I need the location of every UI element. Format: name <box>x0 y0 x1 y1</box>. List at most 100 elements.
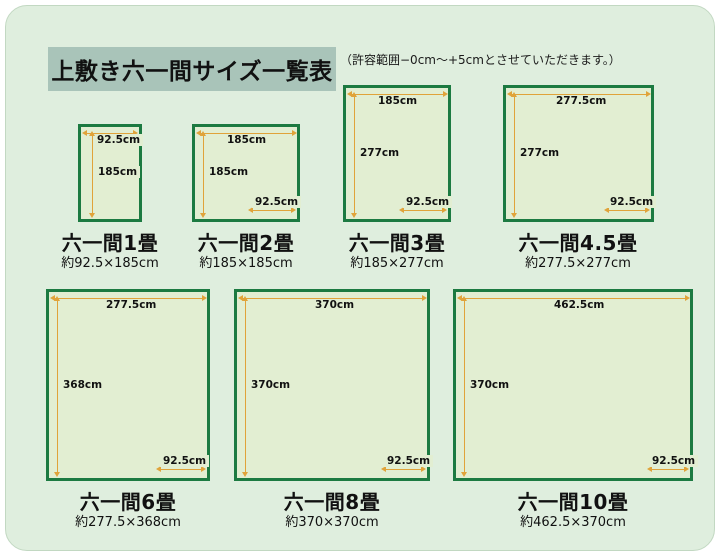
height-arrow-up-jo2 <box>200 131 206 136</box>
height-dimension-line-jo6 <box>57 300 58 474</box>
width-arrow-left-jo45 <box>507 91 512 97</box>
width-arrow-left-jo2 <box>196 130 201 136</box>
panel-label-jo8: 92.5cm <box>384 455 434 467</box>
caption-size-jo10: 約462.5×370cm <box>520 515 626 530</box>
height-label-jo8: 370cm <box>248 379 294 391</box>
caption-size-jo45: 約277.5×277cm <box>525 256 631 271</box>
tolerance-note: （許容範囲−0cm〜+5cmとさせていただきます。） <box>340 53 621 67</box>
width-arrow-right-jo3 <box>443 91 448 97</box>
height-arrow-up-jo10 <box>461 296 467 301</box>
height-label-jo1: 185cm <box>95 166 141 178</box>
width-dimension-line-jo3 <box>349 94 446 95</box>
panel-arrow-left-jo45 <box>604 207 609 213</box>
caption-name-jo45: 六一間4.5畳 <box>518 231 638 255</box>
page-title: 上敷き六一間サイズ一覧表 <box>51 59 333 85</box>
width-dimension-line-jo8 <box>240 298 425 299</box>
width-arrow-right-jo8 <box>422 295 427 301</box>
height-label-jo3: 277cm <box>357 147 403 159</box>
panel-arrow-right-jo45 <box>645 207 650 213</box>
caption-name-jo1: 六一間1畳 <box>61 231 159 255</box>
caption-size-jo2: 約185×185cm <box>199 256 293 271</box>
panel-label-jo3: 92.5cm <box>403 196 453 208</box>
width-arrow-left-jo1 <box>82 130 87 136</box>
panel-label-jo2: 92.5cm <box>252 196 302 208</box>
caption-size-jo6: 約277.5×368cm <box>75 515 181 530</box>
width-arrow-right-jo1 <box>133 130 138 136</box>
panel-dimension-line-jo45 <box>606 210 648 211</box>
height-label-jo45: 277cm <box>517 147 563 159</box>
caption-jo2: 六一間2畳 約185×185cm <box>166 232 326 272</box>
width-arrow-left-jo3 <box>347 91 352 97</box>
caption-size-jo8: 約370×370cm <box>285 515 379 530</box>
height-dimension-line-jo45 <box>514 96 515 215</box>
caption-jo10: 六一間10畳 約462.5×370cm <box>493 491 653 531</box>
caption-name-jo8: 六一間8畳 <box>283 490 381 514</box>
width-arrow-right-jo6 <box>202 295 207 301</box>
caption-name-jo2: 六一間2畳 <box>197 231 295 255</box>
height-dimension-line-jo8 <box>245 300 246 474</box>
width-arrow-right-jo45 <box>646 91 651 97</box>
width-label-jo1: 92.5cm <box>94 134 144 146</box>
width-label-jo10: 462.5cm <box>551 299 608 311</box>
panel-arrow-left-jo3 <box>399 207 404 213</box>
width-label-jo45: 277.5cm <box>553 95 610 107</box>
height-label-jo2: 185cm <box>206 166 252 178</box>
panel-arrow-left-jo2 <box>248 207 253 213</box>
height-arrow-down-jo8 <box>242 472 248 477</box>
width-dimension-line-jo10 <box>459 298 688 299</box>
title-banner: 上敷き六一間サイズ一覧表 <box>48 47 336 91</box>
panel-dimension-line-jo10 <box>649 469 687 470</box>
height-arrow-up-jo3 <box>351 92 357 97</box>
caption-name-jo3: 六一間3畳 <box>348 231 446 255</box>
panel-arrow-left-jo10 <box>647 466 652 472</box>
caption-name-jo10: 六一間10畳 <box>517 490 629 514</box>
height-arrow-up-jo6 <box>54 296 60 301</box>
caption-jo45: 六一間4.5畳 約277.5×277cm <box>498 232 658 272</box>
height-label-jo6: 368cm <box>60 379 106 391</box>
width-label-jo2: 185cm <box>224 134 270 146</box>
height-arrow-up-jo45 <box>511 92 517 97</box>
width-label-jo8: 370cm <box>312 299 358 311</box>
panel-arrow-right-jo6 <box>201 466 206 472</box>
width-label-jo3: 185cm <box>375 95 421 107</box>
height-arrow-down-jo45 <box>511 213 517 218</box>
chart-panel: 上敷き六一間サイズ一覧表 （許容範囲−0cm〜+5cmとさせていただきます。） … <box>5 5 715 551</box>
width-label-jo6: 277.5cm <box>103 299 160 311</box>
height-arrow-down-jo3 <box>351 213 357 218</box>
caption-name-jo6: 六一間6畳 <box>79 490 177 514</box>
panel-label-jo6: 92.5cm <box>160 455 210 467</box>
height-arrow-down-jo10 <box>461 472 467 477</box>
height-dimension-line-jo3 <box>354 96 355 215</box>
caption-size-jo3: 約185×277cm <box>350 256 444 271</box>
height-label-jo10: 370cm <box>467 379 513 391</box>
height-arrow-up-jo8 <box>242 296 248 301</box>
width-arrow-left-jo10 <box>457 295 462 301</box>
height-arrow-down-jo6 <box>54 472 60 477</box>
panel-arrow-right-jo10 <box>684 466 689 472</box>
height-arrow-up-jo1 <box>89 131 95 136</box>
panel-arrow-left-jo8 <box>381 466 386 472</box>
height-dimension-line-jo2 <box>203 135 204 215</box>
width-arrow-right-jo2 <box>292 130 297 136</box>
width-arrow-left-jo8 <box>238 295 243 301</box>
height-dimension-line-jo1 <box>92 135 93 215</box>
panel-dimension-line-jo3 <box>401 210 445 211</box>
panel-label-jo45: 92.5cm <box>607 196 657 208</box>
panel-dimension-line-jo6 <box>158 469 204 470</box>
panel-dimension-line-jo8 <box>383 469 424 470</box>
width-dimension-line-jo2 <box>198 133 295 134</box>
width-dimension-line-jo45 <box>509 94 649 95</box>
panel-arrow-left-jo6 <box>156 466 161 472</box>
caption-jo8: 六一間8畳 約370×370cm <box>252 491 412 531</box>
width-arrow-right-jo10 <box>685 295 690 301</box>
panel-arrow-right-jo8 <box>421 466 426 472</box>
height-arrow-down-jo2 <box>200 213 206 218</box>
panel-arrow-right-jo2 <box>291 207 296 213</box>
caption-jo6: 六一間6畳 約277.5×368cm <box>48 491 208 531</box>
height-dimension-line-jo10 <box>464 300 465 474</box>
panel-dimension-line-jo2 <box>250 210 294 211</box>
panel-label-jo10: 92.5cm <box>649 455 699 467</box>
width-dimension-line-jo1 <box>84 133 136 134</box>
height-arrow-down-jo1 <box>89 213 95 218</box>
caption-size-jo1: 約92.5×185cm <box>61 256 159 271</box>
